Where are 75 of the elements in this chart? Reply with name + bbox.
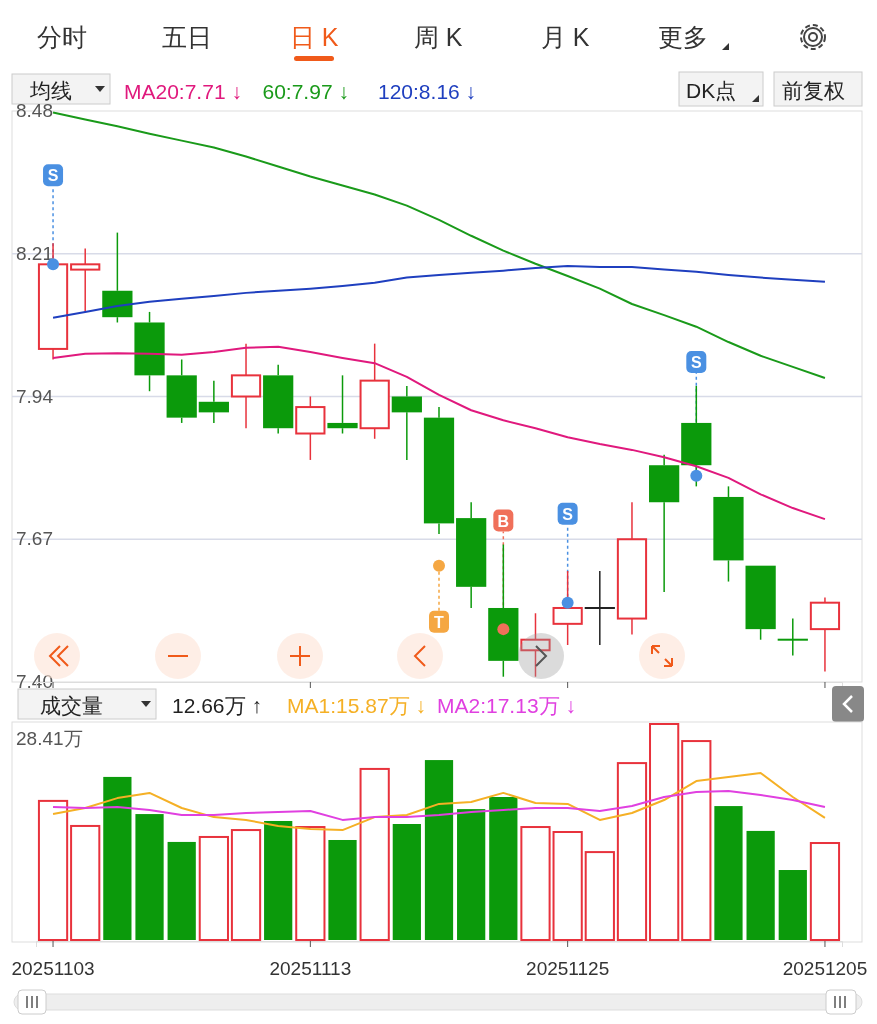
bar bbox=[424, 760, 454, 940]
x-tick-label: 20251205 bbox=[782, 957, 868, 979]
candlestick bbox=[230, 342, 262, 429]
bar bbox=[198, 835, 229, 941]
y-tick-label: 7.40 bbox=[16, 671, 53, 692]
y-tick-label: 7.67 bbox=[16, 528, 53, 550]
bar bbox=[37, 799, 69, 941]
candlestick bbox=[520, 612, 551, 678]
bar bbox=[70, 824, 101, 941]
y-tick-label: 8.48 bbox=[16, 100, 53, 121]
text: 12.66万 ↑ bbox=[172, 694, 262, 717]
bar bbox=[584, 851, 615, 941]
candlestick bbox=[423, 406, 455, 535]
candlestick bbox=[616, 501, 648, 636]
bar bbox=[103, 776, 132, 940]
y-tick-label: 7.94 bbox=[16, 385, 54, 407]
bar bbox=[167, 841, 196, 940]
text: 60:7.97 ↓ bbox=[262, 80, 349, 103]
point bbox=[561, 596, 574, 609]
candlestick bbox=[809, 596, 841, 673]
text: 120:8.16 ↓ bbox=[378, 80, 477, 103]
candlestick bbox=[198, 379, 229, 424]
x-tick-label: 20251103 bbox=[11, 957, 95, 979]
annotation: 28.41万 bbox=[16, 728, 83, 749]
text: 月 K bbox=[540, 23, 590, 51]
text: 分时 bbox=[37, 23, 87, 51]
bar bbox=[552, 831, 583, 941]
text: 成交量 bbox=[40, 694, 103, 717]
data-label: T bbox=[434, 613, 445, 631]
bar bbox=[359, 767, 390, 941]
data-label: S bbox=[690, 353, 702, 371]
candlestick bbox=[263, 364, 294, 435]
point bbox=[47, 258, 60, 271]
candlestick bbox=[456, 501, 487, 609]
text: 周 K bbox=[413, 23, 463, 51]
bar bbox=[135, 814, 164, 940]
point bbox=[433, 559, 445, 572]
text: MA20:7.71 ↓ bbox=[124, 80, 242, 103]
point bbox=[497, 623, 510, 636]
data-label: B bbox=[497, 512, 510, 530]
candlestick bbox=[391, 385, 422, 461]
data-label: S bbox=[562, 505, 574, 523]
y-tick-label: 8.21 bbox=[16, 242, 53, 264]
bar bbox=[616, 762, 648, 941]
bar bbox=[328, 839, 357, 940]
candlestick bbox=[70, 247, 101, 313]
text: 更多 bbox=[658, 23, 708, 51]
candlestick bbox=[776, 617, 809, 657]
bar bbox=[295, 826, 326, 941]
text: MA2:17.13万 ↓ bbox=[437, 694, 576, 717]
point bbox=[690, 469, 703, 482]
text: DK点 bbox=[686, 79, 737, 102]
text: 日 K bbox=[289, 23, 339, 51]
text: 五日 bbox=[162, 23, 212, 51]
bar bbox=[230, 829, 262, 941]
bar bbox=[264, 820, 293, 940]
x-tick-label: 20251125 bbox=[526, 957, 610, 979]
bar bbox=[681, 740, 712, 941]
bar bbox=[714, 806, 743, 940]
bar bbox=[778, 870, 807, 940]
bar bbox=[746, 830, 775, 940]
text: 均线 bbox=[29, 79, 72, 102]
candlestick bbox=[649, 453, 680, 593]
bar bbox=[489, 797, 518, 940]
text: MA1:15.87万 ↓ bbox=[287, 694, 426, 717]
candlestick bbox=[583, 570, 616, 646]
bar bbox=[649, 723, 680, 941]
bar bbox=[520, 826, 551, 941]
data-label: S bbox=[47, 167, 59, 185]
x-tick-label: 20251113 bbox=[269, 957, 352, 979]
bar bbox=[392, 824, 421, 940]
bar bbox=[809, 842, 841, 941]
line-series bbox=[52, 264, 826, 319]
text: 前复权 bbox=[782, 79, 845, 102]
bar bbox=[457, 809, 486, 940]
